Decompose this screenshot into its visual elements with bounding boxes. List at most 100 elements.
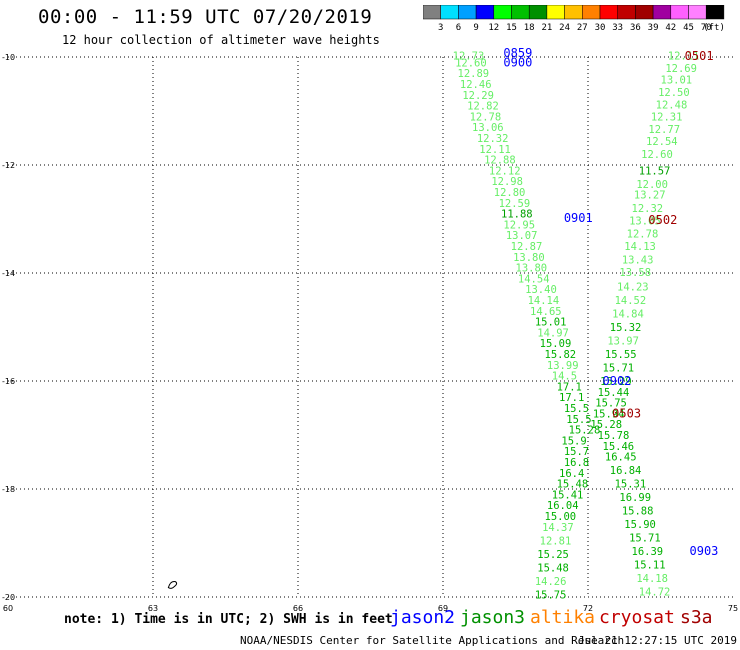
colorbar-tick-label: 42 bbox=[665, 23, 676, 33]
wave-height-label: 14.52 bbox=[615, 295, 647, 307]
wave-height-label: 12.11 bbox=[479, 144, 511, 156]
colorbar-tick-label: 18 bbox=[524, 23, 535, 33]
wave-height-label: 15.71 bbox=[603, 363, 635, 375]
pass-time-label: 0502 bbox=[648, 213, 677, 227]
wave-height-label: 15.09 bbox=[540, 338, 572, 350]
wave-height-label: 13.43 bbox=[622, 255, 654, 267]
legend-jason2: jason2 bbox=[390, 607, 456, 628]
wave-height-label: 12.82 bbox=[467, 101, 499, 113]
colorbar-tick-label: 27 bbox=[577, 23, 588, 33]
wave-height-label: 13.05 bbox=[629, 216, 661, 228]
wave-height-label: 13.80 bbox=[513, 252, 545, 264]
wave-height-label: 12.11 bbox=[668, 50, 700, 62]
wave-height-label: 15.31 bbox=[615, 479, 647, 491]
wave-height-label: 12.46 bbox=[460, 79, 492, 91]
pass-time-label: 0903 bbox=[690, 544, 719, 558]
wave-height-label: 12.32 bbox=[632, 203, 664, 215]
wave-height-label: 17.1 bbox=[559, 392, 584, 404]
note-text: note: 1) Time is in UTC; 2) SWH is in fe… bbox=[64, 612, 393, 627]
wave-height-label: 15.11 bbox=[634, 560, 666, 572]
wave-height-label: 15.25 bbox=[537, 549, 569, 561]
wave-height-label: 12.89 bbox=[458, 68, 490, 80]
wave-height-label: 13.40 bbox=[525, 284, 557, 296]
wave-height-label: 15.48 bbox=[557, 479, 589, 491]
colorbar-tick-label: 12 bbox=[488, 23, 499, 33]
colorbar-tick-label: 3 bbox=[438, 23, 443, 33]
wave-height-label: 14.13 bbox=[624, 241, 656, 253]
wave-height-label: 12.54 bbox=[646, 136, 678, 148]
wave-height-label: 14.97 bbox=[537, 327, 569, 339]
wave-height-label: 14.23 bbox=[617, 282, 649, 294]
wave-height-label: 14.84 bbox=[612, 309, 644, 321]
colorbar-tick-label: 6 bbox=[456, 23, 461, 33]
wave-height-label: 15.28 bbox=[590, 419, 622, 431]
wave-height-label: 14.18 bbox=[636, 573, 668, 585]
pass-time-label: 0901 bbox=[564, 211, 593, 225]
wave-height-label: 12.69 bbox=[665, 63, 697, 75]
wave-height-label: 15.88 bbox=[622, 506, 654, 518]
wave-height-label: 15.00 bbox=[545, 511, 577, 523]
wave-height-label: 12.95 bbox=[503, 219, 535, 231]
colorbar-tick-label: 36 bbox=[630, 23, 641, 33]
generation-timestamp: Jul 21 12:27:15 UTC 2019 bbox=[578, 634, 737, 647]
pass-time-label: 0902 bbox=[603, 374, 632, 388]
wave-height-label: 15.75 bbox=[535, 589, 567, 601]
colorbar-tick-label: 30 bbox=[595, 23, 606, 33]
legend-jason3: jason3 bbox=[460, 607, 526, 628]
wave-height-label: 16.84 bbox=[610, 465, 642, 477]
wave-height-label: 14.72 bbox=[639, 587, 671, 599]
wave-height-label: 14.54 bbox=[518, 273, 550, 285]
wave-height-label: 12.73 bbox=[453, 50, 485, 62]
wave-height-label: 12.48 bbox=[656, 100, 688, 112]
wave-height-label: 13.06 bbox=[472, 122, 504, 134]
wave-height-label: 13.58 bbox=[619, 267, 651, 279]
wave-height-label: 14.5 bbox=[552, 371, 577, 383]
wave-height-label: 15.01 bbox=[535, 317, 567, 329]
wave-height-label: 12.88 bbox=[484, 155, 516, 167]
wave-height-label: 14.26 bbox=[535, 576, 567, 588]
wave-height-label: 15.55 bbox=[605, 349, 637, 361]
wave-height-label: 12.32 bbox=[477, 133, 509, 145]
page-subtitle: 12 hour collection of altimeter wave hei… bbox=[62, 33, 380, 47]
wave-height-label: 11.57 bbox=[639, 165, 671, 177]
wave-height-label: 12.78 bbox=[627, 229, 659, 241]
wave-height-label: 12.98 bbox=[491, 176, 523, 188]
wave-height-label: 12.78 bbox=[470, 111, 502, 123]
wave-height-label: 12.60 bbox=[641, 149, 673, 161]
wave-height-label: 16.99 bbox=[619, 492, 651, 504]
x-tick-label: 63 bbox=[148, 604, 158, 613]
wave-height-label: 16.45 bbox=[605, 452, 637, 464]
wave-height-label: 15.71 bbox=[629, 533, 661, 545]
colorbar-tick-label: 39 bbox=[648, 23, 659, 33]
colorbar-tick-label: 24 bbox=[559, 23, 570, 33]
pass-time-label: 0503 bbox=[612, 406, 641, 420]
wave-height-label: 15.7 bbox=[564, 446, 589, 458]
x-tick-label: 75 bbox=[728, 604, 738, 613]
island-outline bbox=[167, 580, 178, 589]
wave-height-label: 15.29 bbox=[600, 376, 632, 388]
wave-height-label: 17.1 bbox=[557, 381, 582, 393]
legend-s3a: s3a bbox=[680, 607, 713, 628]
wave-height-label: 15.32 bbox=[610, 322, 642, 334]
wave-height-label: 12.00 bbox=[636, 179, 668, 191]
colorbar-tick-label: 70 bbox=[701, 23, 712, 33]
pass-time-label: 0900 bbox=[503, 55, 532, 69]
pass-time-label: 0859 bbox=[503, 46, 532, 60]
wave-height-label: 15.5 bbox=[564, 403, 589, 415]
colorbar-tick-label: 45 bbox=[683, 23, 694, 33]
wave-height-label: 13.99 bbox=[547, 360, 579, 372]
x-tick-label: 72 bbox=[583, 604, 593, 613]
wave-height-label: 15.94 bbox=[593, 408, 625, 420]
y-tick-label: -10 bbox=[2, 53, 15, 62]
x-tick-label: 66 bbox=[293, 604, 303, 613]
y-tick-label: -20 bbox=[2, 593, 15, 602]
colorbar-unit: (ft) bbox=[703, 23, 725, 33]
wave-height-label: 13.01 bbox=[661, 75, 693, 87]
wave-height-label: 14.14 bbox=[528, 295, 560, 307]
wave-height-label: 11.88 bbox=[501, 209, 533, 221]
wave-height-label: 12.59 bbox=[499, 198, 531, 210]
wave-height-label: 13.07 bbox=[506, 230, 538, 242]
wave-height-label: 14.37 bbox=[542, 522, 574, 534]
pass-time-label: 0501 bbox=[685, 49, 714, 63]
